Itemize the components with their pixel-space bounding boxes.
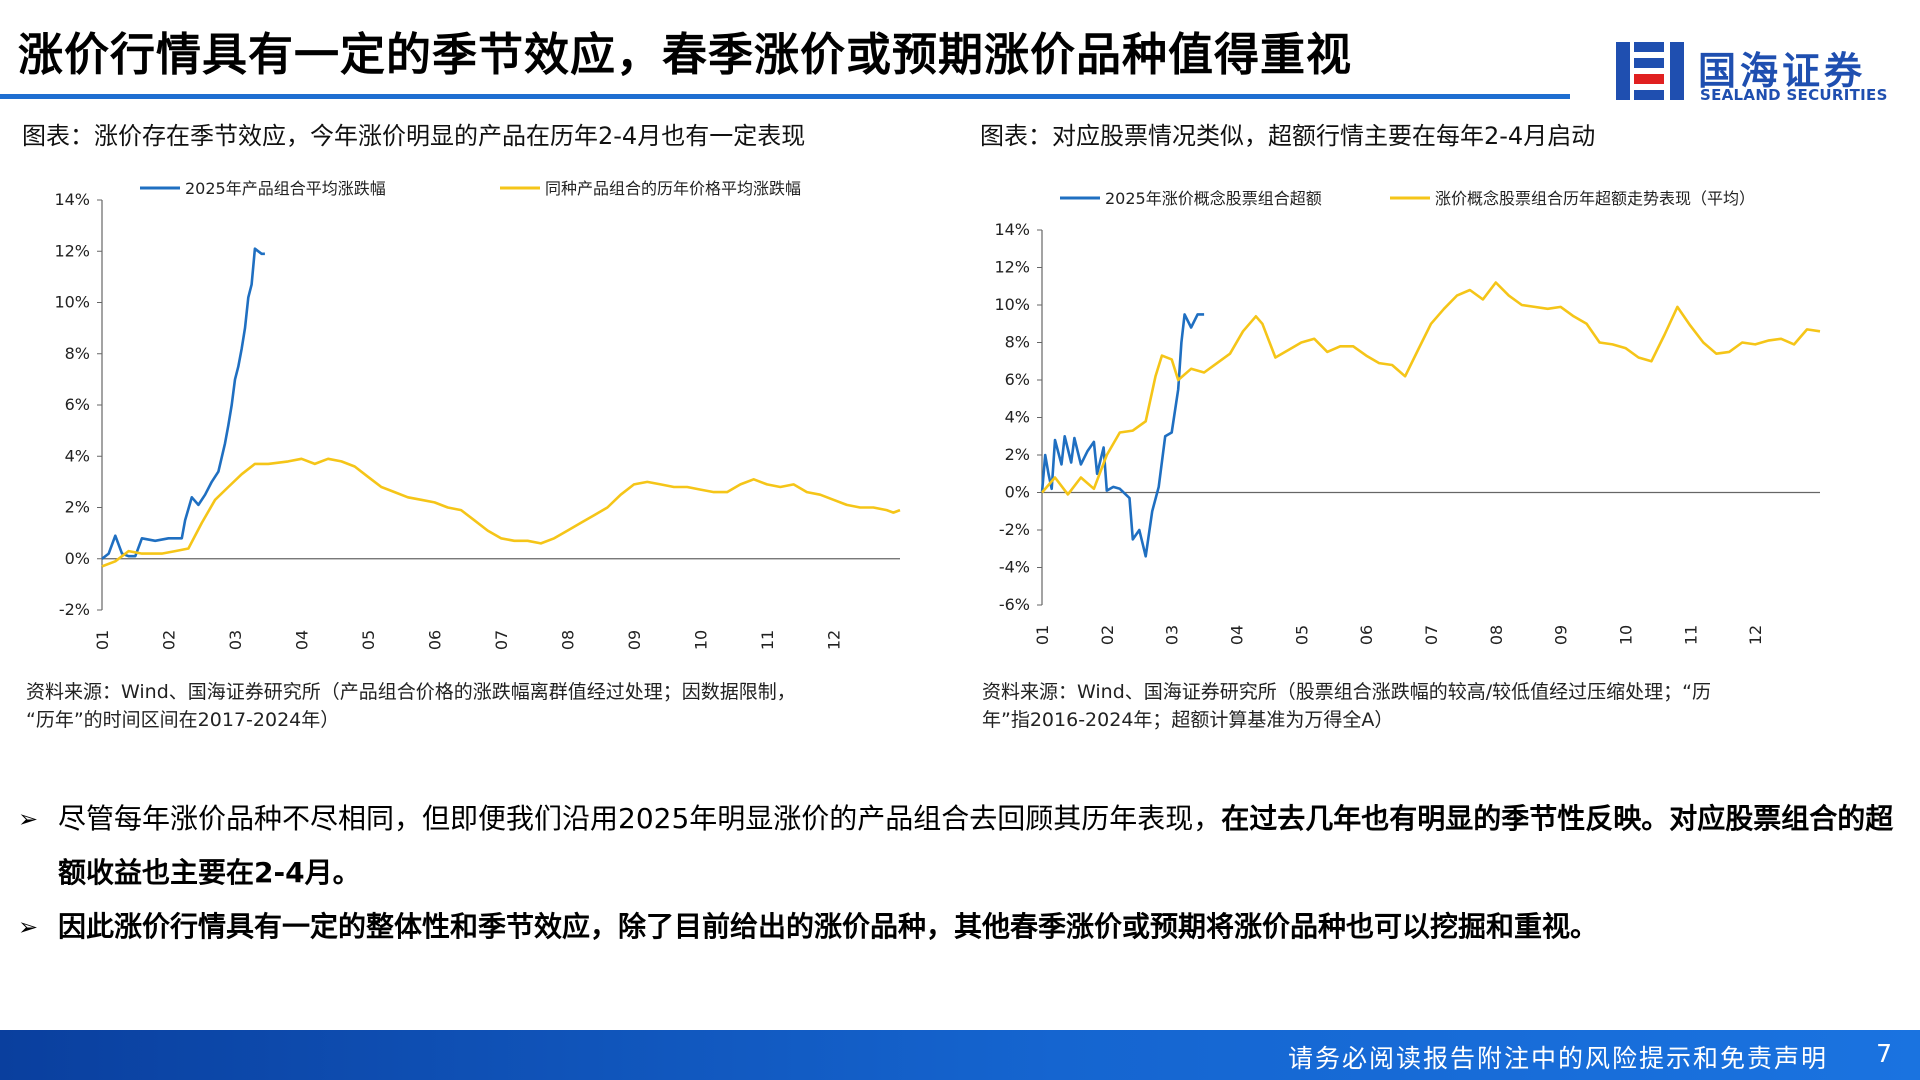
- y-tick-label: 4%: [1005, 408, 1030, 427]
- page-number: 7: [1876, 1039, 1892, 1068]
- x-tick-label: 06: [1357, 625, 1376, 645]
- x-tick-label: 01: [93, 630, 112, 650]
- y-tick-label: 12%: [54, 241, 90, 260]
- legend-label-2: 涨价概念股票组合历年超额走势表现（平均）: [1435, 189, 1755, 208]
- y-tick-label: 2%: [65, 498, 90, 517]
- chart1-source: 资料来源：Wind、国海证券研究所（产品组合价格的涨跌幅离群值经过处理；因数据限…: [26, 678, 796, 734]
- y-tick-label: 10%: [994, 295, 1030, 314]
- y-tick-label: 14%: [54, 190, 90, 209]
- x-tick-label: 02: [160, 630, 179, 650]
- y-tick-label: 10%: [54, 293, 90, 312]
- chart2-source-line1: 资料来源：Wind、国海证券研究所（股票组合涨跌幅的较高/较低值经过压缩处理；“…: [982, 678, 1711, 706]
- x-tick-label: 05: [359, 630, 378, 650]
- bullet-1-text: 尽管每年涨价品种不尽相同，但即便我们沿用2025年明显涨价的产品组合去回顾其历年…: [58, 802, 1221, 835]
- x-tick-label: 01: [1033, 625, 1052, 645]
- y-tick-label: -6%: [999, 595, 1030, 614]
- x-tick-label: 08: [559, 630, 578, 650]
- chart1-source-line2: “历年”的时间区间在2017-2024年）: [26, 706, 796, 734]
- y-tick-label: 6%: [1005, 370, 1030, 389]
- x-tick-label: 10: [692, 630, 711, 650]
- x-tick-label: 05: [1292, 625, 1311, 645]
- chart2-source: 资料来源：Wind、国海证券研究所（股票组合涨跌幅的较高/较低值经过压缩处理；“…: [982, 678, 1711, 734]
- title-divider: [0, 94, 1570, 99]
- x-tick-label: 04: [293, 630, 312, 650]
- bullet-item-1: ➢ 尽管每年涨价品种不尽相同，但即便我们沿用2025年明显涨价的产品组合去回顾其…: [18, 792, 1898, 900]
- y-tick-label: -4%: [999, 558, 1030, 577]
- x-tick-label: 02: [1098, 625, 1117, 645]
- logo-english-text: SEALAND SECURITIES: [1700, 86, 1888, 104]
- legend-label-1: 2025年涨价概念股票组合超额: [1105, 189, 1322, 208]
- x-tick-label: 09: [1552, 625, 1571, 645]
- header: 涨价行情具有一定的季节效应，春季涨价或预期涨价品种值得重视 国海证券 SEALA…: [0, 0, 1920, 100]
- legend-label-2: 同种产品组合的历年价格平均涨跌幅: [545, 179, 801, 198]
- arrow-bullet-icon: ➢: [18, 792, 38, 846]
- x-tick-label: 08: [1487, 625, 1506, 645]
- chart1-source-line1: 资料来源：Wind、国海证券研究所（产品组合价格的涨跌幅离群值经过处理；因数据限…: [26, 678, 796, 706]
- y-tick-label: -2%: [59, 600, 90, 619]
- y-tick-label: -2%: [999, 520, 1030, 539]
- arrow-bullet-icon: ➢: [18, 900, 38, 954]
- y-tick-label: 0%: [1005, 483, 1030, 502]
- chart1-caption: 图表：涨价存在季节效应，今年涨价明显的产品在历年2-4月也有一定表现: [22, 116, 805, 151]
- x-tick-label: 12: [1746, 625, 1765, 645]
- x-tick-label: 07: [1422, 625, 1441, 645]
- x-tick-label: 09: [625, 630, 644, 650]
- y-tick-label: 14%: [994, 220, 1030, 239]
- chart2-source-line2: 年”指2016-2024年；超额计算基准为万得全A）: [982, 706, 1711, 734]
- y-tick-label: 8%: [1005, 333, 1030, 352]
- x-tick-label: 07: [492, 630, 511, 650]
- page-title: 涨价行情具有一定的季节效应，春季涨价或预期涨价品种值得重视: [18, 18, 1352, 83]
- x-tick-label: 10: [1617, 625, 1636, 645]
- y-tick-label: 0%: [65, 549, 90, 568]
- x-tick-label: 03: [226, 630, 245, 650]
- company-logo: 国海证券 SEALAND SECURITIES: [1612, 32, 1902, 108]
- y-tick-label: 6%: [65, 395, 90, 414]
- y-tick-label: 2%: [1005, 445, 1030, 464]
- bullet-2-bold-text: 因此涨价行情具有一定的整体性和季节效应，除了目前给出的涨价品种，其他春季涨价或预…: [58, 910, 1598, 943]
- x-tick-label: 11: [1681, 625, 1700, 645]
- x-tick-label: 03: [1163, 625, 1182, 645]
- series-line-1: [1042, 314, 1204, 556]
- x-tick-label: 12: [825, 630, 844, 650]
- chart1-price-change: 14% 12% 10% 8% 6% 4% 2% 0% -2%01 02 03 04 05 06 07 08 09…: [0, 160, 940, 660]
- footer-bar: 请务必阅读报告附注中的风险提示和免责声明 7: [0, 1030, 1920, 1080]
- x-tick-label: 04: [1228, 625, 1247, 645]
- legend-label-1: 2025年产品组合平均涨跌幅: [185, 179, 386, 198]
- sealand-logo-icon: [1612, 36, 1692, 106]
- footer-disclaimer: 请务必阅读报告附注中的风险提示和免责声明: [1288, 1039, 1828, 1075]
- chart2-excess-return: 14% 12% 10% 8% 6% 4% 2% 0% -2% -4% -6%01 02 03 04 05 06…: [960, 160, 1920, 660]
- y-tick-label: 12%: [994, 258, 1030, 277]
- series-line-1: [102, 249, 265, 559]
- y-tick-label: 8%: [65, 344, 90, 363]
- y-tick-label: 4%: [65, 446, 90, 465]
- bullet-item-2: ➢ 因此涨价行情具有一定的整体性和季节效应，除了目前给出的涨价品种，其他春季涨价…: [18, 900, 1898, 954]
- x-tick-label: 11: [758, 630, 777, 650]
- x-tick-label: 06: [426, 630, 445, 650]
- chart2-caption: 图表：对应股票情况类似，超额行情主要在每年2-4月启动: [980, 116, 1595, 151]
- bullet-list: ➢ 尽管每年涨价品种不尽相同，但即便我们沿用2025年明显涨价的产品组合去回顾其…: [18, 792, 1898, 954]
- series-line-2: [102, 459, 900, 567]
- series-line-2: [1042, 283, 1820, 495]
